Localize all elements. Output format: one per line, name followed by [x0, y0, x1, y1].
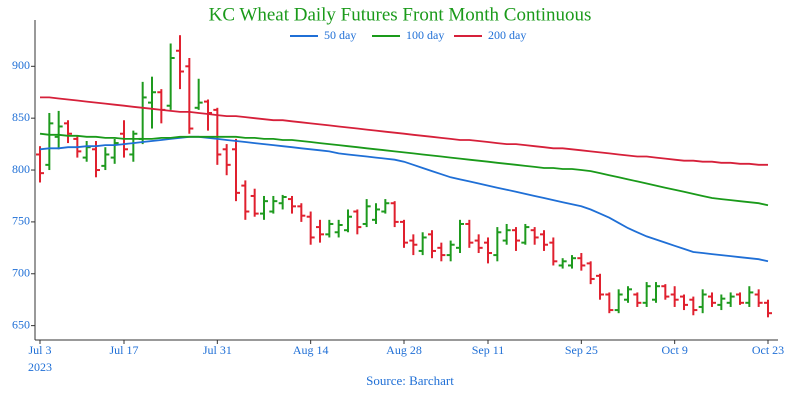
y-tick-label: 850: [12, 110, 30, 124]
year-label: 2023: [28, 360, 52, 374]
x-tick-label: Oct 9: [662, 343, 688, 357]
x-tick-label: Sep 11: [472, 343, 505, 357]
chart-title: KC Wheat Daily Futures Front Month Conti…: [209, 4, 592, 25]
y-tick-label: 750: [12, 214, 30, 228]
x-tick-label: Jul 3: [28, 343, 51, 357]
x-tick-label: Oct 23: [752, 343, 784, 357]
x-tick-label: Aug 14: [293, 343, 329, 357]
source: Source: Barchart: [366, 373, 454, 388]
moving-average-line: [39, 132, 769, 207]
y-tick-label: 800: [12, 162, 30, 176]
legend-label: 50 day: [324, 28, 356, 42]
x-tick-label: Jul 17: [109, 343, 138, 357]
y-tick-label: 900: [12, 58, 30, 72]
x-tick-label: Sep 25: [565, 343, 598, 357]
y-tick-label: 650: [12, 317, 30, 331]
y-tick-label: 700: [12, 266, 30, 280]
x-tick-label: Aug 28: [386, 343, 422, 357]
moving-average-line: [39, 135, 769, 263]
moving-average-line: [40, 96, 768, 166]
x-tick-label: Jul 31: [203, 343, 232, 357]
legend-label: 100 day: [406, 28, 444, 42]
legend-label: 200 day: [488, 28, 526, 42]
